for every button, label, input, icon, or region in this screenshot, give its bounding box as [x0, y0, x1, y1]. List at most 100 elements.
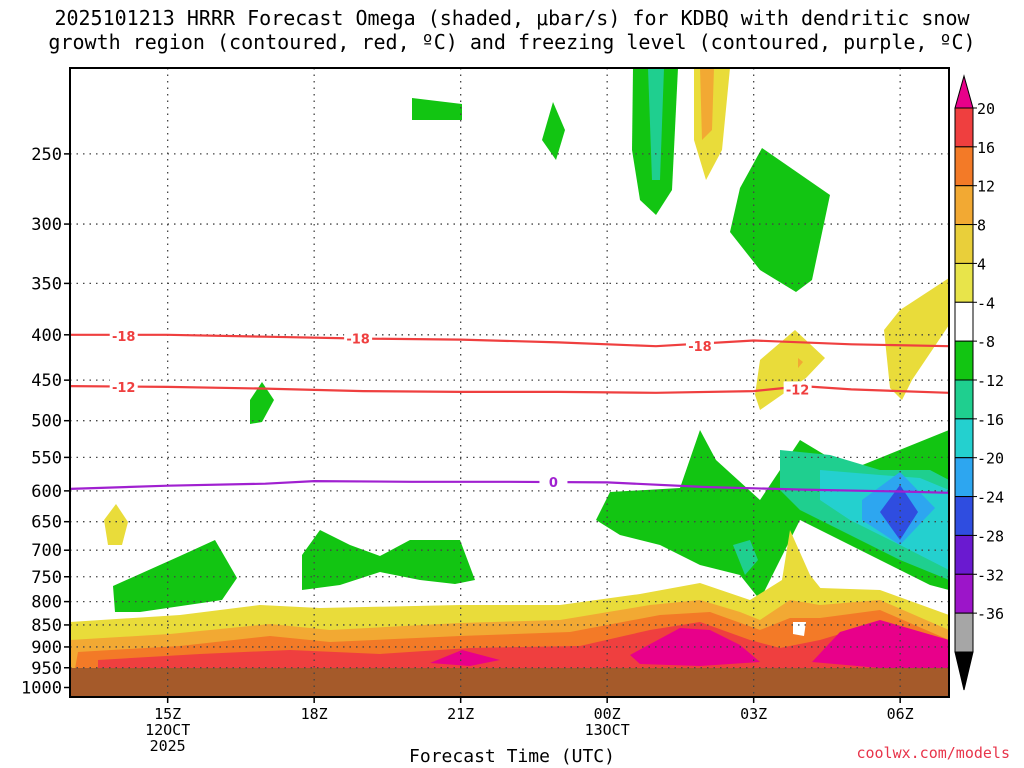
- y-tick-label: 850: [31, 616, 62, 636]
- omega-area: [798, 358, 803, 368]
- omega-area: [113, 540, 237, 612]
- plot-frame: [69, 67, 950, 698]
- x-tick-sublabel: 13OCT: [585, 721, 630, 739]
- x-tick-label: 18Z: [301, 705, 328, 723]
- colorbar-label: 4: [977, 255, 986, 273]
- contour-label: 0: [549, 476, 558, 491]
- y-tick-label: 900: [31, 638, 62, 658]
- omega-shading: [70, 68, 949, 697]
- x-tick-label: 15Z: [154, 705, 181, 723]
- colorbar: 20 16 12 8 4 -4 -8 -12 -16 -20 -24 -28 -32 -36: [954, 74, 1004, 691]
- colorbar-label: -4: [977, 294, 995, 312]
- colorbar-swatch: [954, 612, 974, 653]
- colorbar-swatch: [954, 107, 974, 148]
- contour-label-bg: [109, 327, 138, 344]
- colorbar-swatch: [954, 534, 974, 575]
- chart-title: 2025101213 HRRR Forecast Omega (shaded, …: [0, 6, 1024, 54]
- y-axis: 2503003504004505005506006507007508008509…: [21, 145, 70, 698]
- colorbar-swatch: [954, 262, 974, 303]
- y-tick-label: 950: [31, 659, 62, 679]
- y-tick-label: 400: [31, 326, 62, 346]
- contour-line: [70, 333, 950, 348]
- y-tick-label: 300: [31, 215, 62, 235]
- colorbar-swatch: [954, 457, 974, 498]
- colorbar-label: -24: [977, 489, 1004, 507]
- colorbar-swatch: [954, 340, 974, 381]
- terrain: [70, 668, 949, 697]
- credit-link[interactable]: coolwx.com/models: [856, 744, 1010, 762]
- colorbar-label: 12: [977, 178, 995, 196]
- colorbar-swatch: [954, 146, 974, 187]
- contour-label-bg: [783, 381, 812, 398]
- omega-area: [412, 98, 462, 120]
- x-tick-label: 00Z: [594, 705, 621, 723]
- omega-area: [250, 382, 274, 424]
- contour-labels: -18 -18 -18 -12 -12 0: [109, 327, 812, 491]
- colorbar-top-arrow: [954, 74, 974, 109]
- colorbar-swatch: [954, 379, 974, 420]
- colorbar-label: -20: [977, 450, 1004, 468]
- omega-area: [782, 530, 830, 610]
- y-tick-label: 750: [31, 568, 62, 588]
- y-tick-label: 600: [31, 482, 62, 502]
- colorbar-label: 16: [977, 139, 995, 157]
- y-tick-label: 450: [31, 371, 62, 391]
- omega-area: [730, 148, 830, 292]
- x-axis-title: Forecast Time (UTC): [409, 746, 615, 767]
- colorbar-label: -16: [977, 411, 1004, 429]
- y-tick-label: 350: [31, 274, 62, 294]
- colorbar-label: 8: [977, 217, 986, 235]
- omega-area: [430, 650, 500, 666]
- colorbar-swatch: [954, 573, 974, 614]
- x-tick-label: 06Z: [887, 705, 914, 723]
- contour-label: -12: [786, 383, 810, 398]
- grid-lines: [70, 68, 949, 697]
- contour-label: -18: [346, 333, 370, 348]
- x-tick-sublabel: 12OCT: [145, 721, 190, 739]
- title-line-1: 2025101213 HRRR Forecast Omega (shaded, …: [54, 6, 970, 30]
- contour-label-bg: [344, 330, 373, 347]
- y-tick-label: 650: [31, 513, 62, 533]
- y-tick-label: 1000: [21, 678, 62, 698]
- contour-label: -18: [688, 340, 712, 355]
- colorbar-label: -28: [977, 527, 1004, 545]
- contour-label: -12: [112, 381, 136, 396]
- omega-area: [648, 68, 664, 180]
- omega-area: [104, 504, 128, 545]
- x-tick-label: 21Z: [447, 705, 474, 723]
- omega-area: [302, 530, 475, 590]
- contour-label: -18: [112, 330, 136, 345]
- colorbar-swatch: [954, 224, 974, 264]
- y-tick-label: 500: [31, 412, 62, 432]
- colorbar-label: -12: [977, 372, 1004, 390]
- contour-lines: [69, 333, 950, 494]
- omega-area: [884, 278, 949, 400]
- y-tick-label: 800: [31, 593, 62, 613]
- title-line-2: growth region (contoured, red, ºC) and f…: [48, 30, 976, 54]
- colorbar-label: 20: [977, 100, 995, 118]
- omega-area: [733, 540, 758, 575]
- omega-area: [793, 622, 806, 636]
- colorbar-label: -36: [977, 605, 1004, 623]
- contour-label-bg: [539, 473, 568, 490]
- omega-area: [812, 620, 949, 668]
- y-tick-label: 700: [31, 541, 62, 561]
- contour-label-bg: [109, 378, 138, 395]
- colorbar-swatch: [954, 496, 974, 536]
- omega-area: [700, 68, 714, 140]
- omega-area: [880, 485, 918, 540]
- colorbar-swatch: [954, 301, 974, 342]
- colorbar-bottom-arrow: [954, 651, 974, 691]
- y-tick-label: 250: [31, 145, 62, 165]
- contour-label-bg: [685, 338, 714, 355]
- x-tick-label: 03Z: [740, 705, 767, 723]
- contour-line: [69, 479, 950, 494]
- x-tick-sublabel: 2025: [150, 737, 186, 755]
- colorbar-label: -8: [977, 333, 995, 351]
- colorbar-swatch: [954, 185, 974, 226]
- colorbar-label: -32: [977, 566, 1004, 584]
- y-tick-label: 550: [31, 448, 62, 468]
- contour-line: [69, 384, 950, 394]
